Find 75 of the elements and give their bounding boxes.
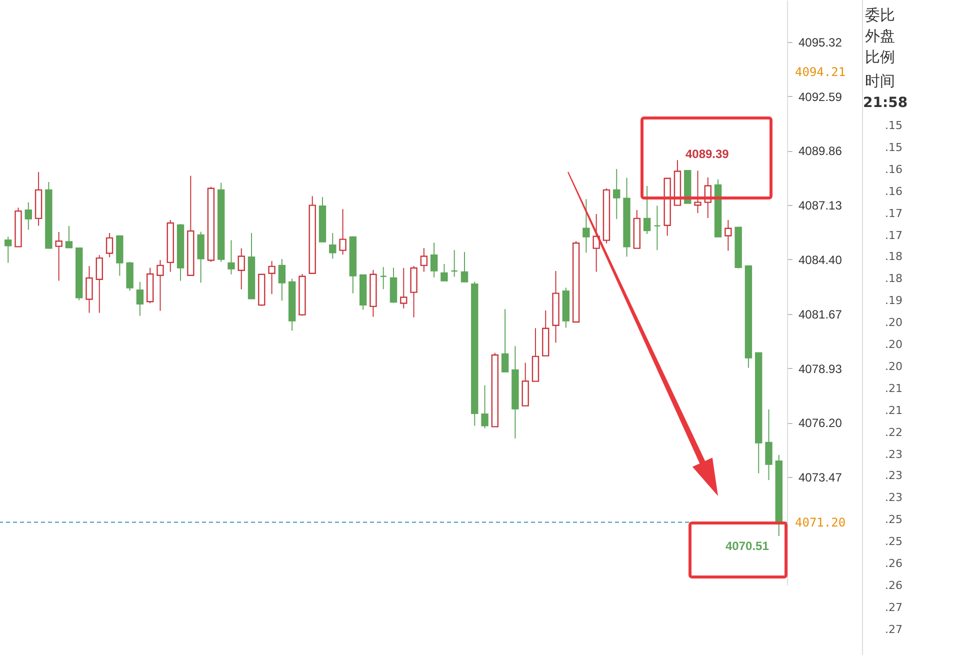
text: .20 bbox=[885, 360, 902, 373]
candlestick bbox=[440, 264, 448, 282]
text: 外盘 bbox=[865, 27, 895, 46]
text: .27 bbox=[885, 622, 902, 636]
candlestick bbox=[329, 232, 336, 260]
text: .15 bbox=[885, 140, 902, 154]
y-tick-label: 4076.20 bbox=[798, 416, 842, 430]
text: .26 bbox=[885, 557, 902, 570]
text: .19 bbox=[885, 294, 902, 308]
candlestick bbox=[106, 232, 114, 258]
text: .23 bbox=[885, 491, 902, 504]
y-tick-label: 4084.40 bbox=[798, 252, 842, 267]
candlestick bbox=[694, 170, 702, 214]
candlestick bbox=[380, 266, 387, 290]
candlestick bbox=[765, 408, 772, 481]
text: .21 bbox=[885, 404, 902, 417]
candlestick bbox=[238, 248, 245, 290]
annotation: 4070.51 bbox=[725, 539, 770, 554]
candlestick bbox=[156, 260, 164, 312]
text: .18 bbox=[885, 272, 902, 286]
text: .20 bbox=[885, 338, 902, 351]
y-tick-label: 4089.86 bbox=[798, 144, 842, 158]
candlestick bbox=[96, 254, 103, 314]
text: 4094.21 bbox=[795, 65, 846, 79]
text: 委比 bbox=[865, 6, 895, 25]
y-tick-label: 4078.93 bbox=[798, 362, 842, 376]
y-tick-label: 4073.47 bbox=[798, 470, 842, 485]
candlestick bbox=[724, 220, 732, 252]
text: 21:58 bbox=[863, 95, 908, 111]
candlestick bbox=[430, 242, 438, 278]
candlestick bbox=[400, 268, 408, 309]
candlestick bbox=[613, 168, 620, 220]
candlestick bbox=[55, 231, 62, 282]
text: .16 bbox=[885, 162, 902, 176]
y-tick-label: 4081.67 bbox=[798, 307, 842, 322]
y-tick-label: 4092.59 bbox=[798, 90, 842, 104]
candlestick bbox=[592, 214, 600, 272]
text: .17 bbox=[885, 206, 902, 220]
y-tick-label: 4095.32 bbox=[798, 36, 842, 50]
candlestick bbox=[24, 202, 32, 230]
candlestick bbox=[136, 281, 144, 316]
candlestick bbox=[460, 252, 468, 282]
candlestick bbox=[582, 198, 590, 254]
candlestick bbox=[197, 231, 204, 284]
text: .25 bbox=[885, 513, 902, 526]
candlestick bbox=[654, 205, 661, 251]
text: .25 bbox=[885, 535, 902, 548]
text: 时间 bbox=[865, 72, 895, 91]
candlestick bbox=[278, 258, 286, 302]
candlestick bbox=[86, 266, 93, 314]
candlestick bbox=[65, 225, 73, 248]
text: .17 bbox=[885, 228, 902, 242]
annotation: 4089.39 bbox=[685, 147, 730, 162]
candlestick bbox=[450, 250, 458, 278]
text: .26 bbox=[885, 578, 902, 592]
text: .23 bbox=[885, 469, 902, 482]
candlestick bbox=[4, 236, 12, 264]
text: 比例 bbox=[865, 48, 895, 67]
y-tick-label: 4087.13 bbox=[798, 198, 842, 213]
candlestick bbox=[268, 260, 276, 295]
candlestick bbox=[481, 384, 488, 429]
candlestick bbox=[228, 240, 235, 275]
text: .18 bbox=[885, 250, 902, 264]
text: .21 bbox=[885, 382, 902, 395]
candlestick bbox=[339, 208, 346, 256]
text: .15 bbox=[885, 119, 902, 132]
ref-line-label: 4071.20 bbox=[795, 515, 846, 530]
text: .22 bbox=[885, 426, 902, 439]
candlestick bbox=[501, 308, 509, 372]
text: .20 bbox=[885, 316, 902, 330]
text: .16 bbox=[885, 184, 902, 198]
candlestick bbox=[643, 185, 651, 234]
candlestick bbox=[420, 248, 428, 272]
text: .23 bbox=[885, 448, 902, 460]
text: .27 bbox=[885, 600, 902, 614]
